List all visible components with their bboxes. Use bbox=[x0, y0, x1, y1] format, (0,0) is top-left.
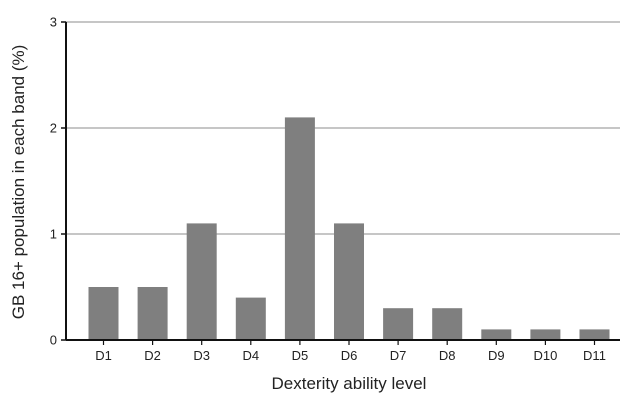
bar-d1 bbox=[88, 287, 119, 340]
x-axis-ticks: D1 D2 D3 D4 D5 D6 D7 D8 D9 D10 D11 bbox=[95, 340, 606, 363]
x-tick-label: D6 bbox=[341, 348, 358, 363]
x-tick-label: D7 bbox=[390, 348, 407, 363]
y-tick-label: 1 bbox=[50, 227, 57, 242]
x-tick-label: D5 bbox=[292, 348, 309, 363]
y-tick-label: 2 bbox=[50, 121, 57, 136]
bar-d4 bbox=[235, 297, 266, 340]
bar-d3 bbox=[186, 223, 217, 340]
x-tick-label: D4 bbox=[242, 348, 259, 363]
x-tick-label: D3 bbox=[193, 348, 210, 363]
x-tick-label: D2 bbox=[144, 348, 161, 363]
x-tick-label: D8 bbox=[439, 348, 456, 363]
x-tick-label: D9 bbox=[488, 348, 505, 363]
y-tick-label: 0 bbox=[50, 333, 57, 348]
x-tick-label: D10 bbox=[533, 348, 557, 363]
y-tick-label: 3 bbox=[50, 15, 57, 30]
bar-d11 bbox=[579, 329, 610, 340]
gridlines bbox=[66, 21, 620, 235]
bar-d8 bbox=[432, 308, 463, 340]
y-axis-title: GB 16+ population in each band (%) bbox=[9, 45, 28, 320]
bars bbox=[88, 117, 610, 341]
bar-d5 bbox=[284, 117, 315, 341]
bar-d6 bbox=[334, 223, 364, 340]
bar-d9 bbox=[481, 329, 512, 340]
x-tick-label: D11 bbox=[583, 348, 606, 363]
x-axis-title: Dexterity ability level bbox=[272, 374, 427, 393]
bar-d10 bbox=[530, 329, 561, 340]
y-axis-ticks: 0 1 2 3 bbox=[50, 15, 66, 348]
bar-d2 bbox=[137, 287, 168, 340]
bar-d7 bbox=[383, 308, 414, 340]
x-tick-label: D1 bbox=[95, 348, 112, 363]
